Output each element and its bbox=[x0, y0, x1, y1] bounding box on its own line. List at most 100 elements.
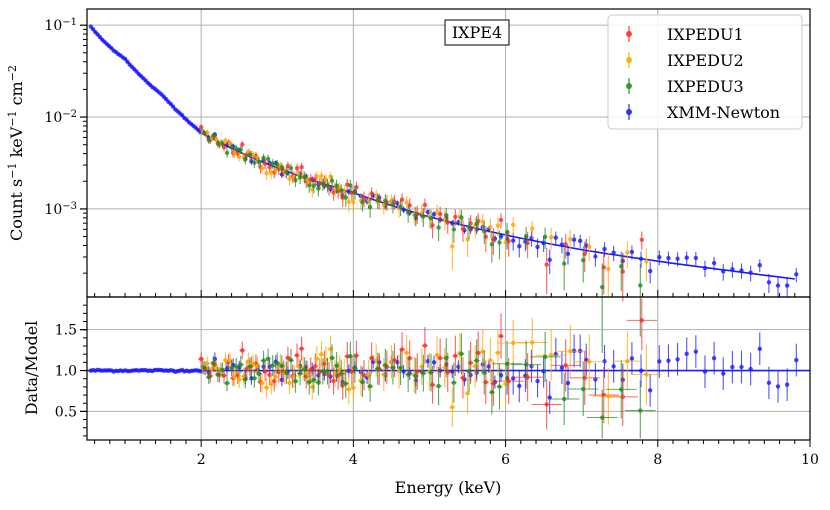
xmm-newton-ratio-point bbox=[693, 349, 699, 354]
xmm-newton-ratio-point bbox=[757, 346, 762, 351]
ixpedu3-ratio-point bbox=[307, 379, 312, 385]
ixpedu3-ratio-point bbox=[256, 371, 262, 376]
ixpedu3-ratio-point bbox=[638, 408, 643, 413]
ixpedu3-ratio-point bbox=[275, 361, 280, 366]
ixpedu3-point bbox=[297, 175, 303, 180]
ixpedu3-point bbox=[428, 216, 434, 221]
ixpedu1-point bbox=[639, 237, 645, 242]
xmm-newton-point bbox=[401, 207, 406, 212]
spectrum-x-ticks bbox=[94, 290, 811, 297]
xmm-newton-point bbox=[577, 238, 583, 244]
ixpedu1-point bbox=[299, 164, 304, 170]
ixpedu2-ratio-point bbox=[250, 361, 256, 367]
ixpedu2-ratio-point bbox=[434, 352, 440, 358]
ixpedu2-point bbox=[510, 222, 516, 228]
ixpedu3-ratio-point bbox=[451, 380, 457, 385]
ixpedu2-point bbox=[223, 138, 228, 143]
xmm-newton-ratio-point bbox=[559, 365, 565, 370]
ixpedu3-point bbox=[288, 165, 294, 171]
ixpedu2-point bbox=[549, 235, 554, 240]
ixpedu2-point bbox=[434, 209, 440, 215]
ixpedu3-point bbox=[202, 130, 207, 136]
ixpedu3-ratio-point bbox=[523, 362, 529, 367]
xmm-newton-point bbox=[675, 256, 680, 261]
ixpedu3-point bbox=[261, 155, 266, 161]
xmm-newton-point bbox=[90, 26, 96, 32]
ixpedu3-point bbox=[233, 146, 239, 151]
xmm-newton-point bbox=[547, 257, 552, 262]
xmm-newton-point bbox=[684, 255, 689, 260]
ixpedu1-point bbox=[240, 142, 245, 147]
xmm-newton-point bbox=[529, 235, 534, 241]
ixpedu3-ratio-point bbox=[619, 387, 624, 392]
ratio-x-ticks: 2 4 6 8 10 bbox=[94, 440, 819, 468]
ixpedu2-ratio-point bbox=[495, 350, 501, 356]
ixpedu2-point bbox=[250, 152, 256, 158]
ixpedu1-ratio-point bbox=[460, 375, 466, 380]
ixpedu3-ratio-point bbox=[390, 365, 396, 370]
ixpedu3-point bbox=[238, 147, 243, 153]
ixpedu3-point bbox=[444, 213, 449, 218]
ixpedu2-point bbox=[237, 154, 242, 159]
legend-marker bbox=[626, 31, 632, 37]
ratio-y-tick-label: 0.5 bbox=[55, 404, 77, 420]
ixpedu3-ratio-point bbox=[428, 370, 434, 375]
ixpedu3-point bbox=[619, 264, 624, 269]
xmm-newton-point bbox=[784, 283, 790, 288]
xmm-newton-ratio-point bbox=[431, 360, 437, 365]
ixpedu2-ratio-point bbox=[223, 357, 228, 363]
ixpedu1-ratio-point bbox=[437, 355, 443, 361]
ixpedu3-point bbox=[279, 165, 285, 170]
ixpedu2-point bbox=[314, 174, 320, 179]
ratio-y-ticks: 0.5 1.0 1.5 bbox=[55, 304, 87, 437]
ixpedu3-ratio-point bbox=[413, 373, 418, 379]
ixpedu2-point bbox=[259, 166, 265, 171]
ixpedu2-point bbox=[346, 199, 352, 205]
xmm-newton-point bbox=[565, 251, 571, 257]
ixpedu2-point bbox=[268, 170, 274, 176]
ixpedu1-point bbox=[453, 214, 458, 220]
ixpedu2-ratio-point bbox=[549, 352, 554, 358]
ixpedu3-ratio-point bbox=[252, 376, 257, 381]
ixpedu3-point bbox=[352, 189, 358, 195]
ixpedu3-point bbox=[459, 215, 464, 220]
ixpedu3-point bbox=[405, 210, 411, 215]
ixpedu2-ratio-point bbox=[346, 387, 352, 392]
legend-label: IXPEDU1 bbox=[667, 25, 744, 44]
ratio-points bbox=[88, 298, 799, 439]
ixpedu3-point bbox=[206, 137, 211, 143]
ixpedu3-ratio-point bbox=[265, 356, 271, 361]
ratio-panel: 0.5 1.0 1.5 2 4 6 8 10 Data/Model Energy (keV) bbox=[22, 296, 819, 497]
ixpedu3-point bbox=[229, 144, 234, 150]
ixpedu2-ratio-point bbox=[232, 375, 237, 380]
ixpedu3-point bbox=[542, 234, 548, 239]
ixpedu2-point bbox=[530, 226, 535, 231]
xmm-newton-ratio-point bbox=[510, 376, 516, 381]
legend-label: XMM-Newton bbox=[667, 103, 780, 122]
spectrum-points bbox=[88, 24, 799, 353]
ixpedu3-point bbox=[215, 141, 221, 146]
x-tick-label: 4 bbox=[349, 452, 358, 468]
xmm-newton-ratio-point bbox=[666, 358, 671, 363]
xmm-newton-ratio-point bbox=[684, 351, 689, 357]
ixpedu2-ratio-point bbox=[259, 380, 265, 386]
ixpedu2-ratio-point bbox=[287, 380, 292, 386]
legend: IXPEDU1 IXPEDU2 IXPEDU3 XMM-Newton bbox=[607, 14, 803, 130]
ixpedu3-ratio-point bbox=[261, 358, 266, 363]
ixpedu3-point bbox=[265, 156, 271, 162]
ixpedu1-ratio-point bbox=[198, 356, 204, 362]
xmm-newton-ratio-point bbox=[748, 366, 753, 372]
ixpedu3-point bbox=[243, 157, 248, 162]
ixpedu3-ratio-point bbox=[334, 363, 339, 368]
ixpedu3-point bbox=[497, 240, 502, 245]
ixpedu3-ratio-point bbox=[581, 386, 586, 392]
ixpedu3-point bbox=[523, 234, 529, 239]
ixpedu3-ratio-point bbox=[383, 363, 388, 368]
xmm-newton-point bbox=[748, 270, 753, 275]
ixpedu3-point bbox=[256, 159, 262, 165]
ixpedu3-ratio-point bbox=[311, 377, 316, 383]
ixpedu2-ratio-point bbox=[530, 340, 535, 345]
xmm-newton-point bbox=[730, 267, 735, 272]
ixpedu1-ratio-point bbox=[240, 348, 245, 353]
xmm-newton-ratio-point bbox=[629, 356, 635, 361]
